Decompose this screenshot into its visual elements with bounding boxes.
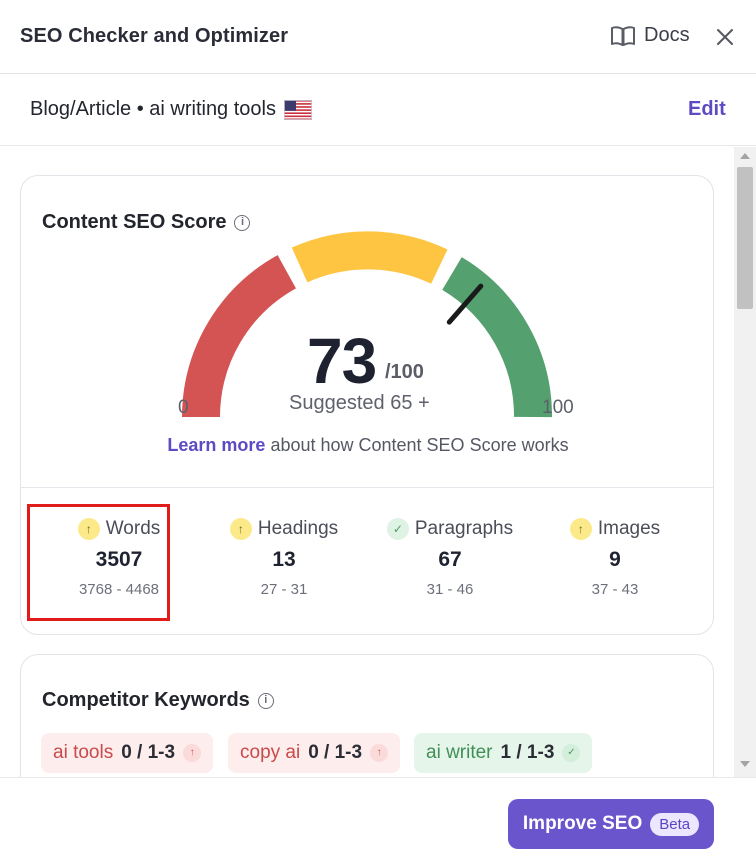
improve-seo-label: Improve SEO (522, 813, 643, 834)
keyword-chip[interactable]: copy ai 0 / 1-3 ↑ (228, 733, 401, 773)
panel-header: SEO Checker and Optimizer Docs (0, 0, 756, 74)
stat-words: ↑ Words 3507 3768 - 4468 (44, 518, 194, 598)
arrow-up-icon: ↑ (183, 744, 202, 762)
improve-seo-button[interactable]: Improve SEO Beta (508, 799, 714, 849)
content-score-card: Content SEO Score i 73 /100 Suggested 65… (20, 175, 714, 635)
stat-label: Images (597, 518, 661, 539)
learn-more-text: about how Content SEO Score works (265, 435, 569, 455)
stat-range: 37 - 43 (591, 581, 639, 598)
arrow-up-icon: ↑ (370, 744, 389, 762)
breadcrumb-text: Blog/Article • ai writing tools (30, 98, 276, 120)
suggested-score: Suggested 65 + (289, 392, 430, 414)
score-value: 73 (307, 325, 377, 397)
gauge-min-label: 0 (178, 397, 189, 418)
words-highlight-box (27, 504, 170, 621)
keyword-count: 0 / 1-3 (121, 742, 176, 763)
panel-title: SEO Checker and Optimizer (20, 25, 289, 47)
breadcrumb: Blog/Article • ai writing tools (30, 98, 312, 121)
content-scroll-area[interactable]: Content SEO Score i 73 /100 Suggested 65… (0, 147, 756, 777)
stat-label: Paragraphs (414, 518, 514, 539)
keyword-chip[interactable]: ai writer 1 / 1-3 ✓ (414, 733, 593, 773)
close-icon[interactable] (712, 24, 738, 50)
docs-link[interactable]: Docs (610, 24, 690, 47)
vertical-scrollbar[interactable] (734, 147, 756, 777)
keyword-count: 0 / 1-3 (308, 742, 363, 763)
keyword-count: 1 / 1-3 (500, 742, 555, 763)
arrow-up-icon: ↑ (229, 518, 252, 540)
stat-range: 27 - 31 (260, 581, 308, 598)
check-icon: ✓ (562, 744, 581, 762)
keyword-text: copy ai (240, 742, 301, 763)
panel-footer: Improve SEO Beta (0, 777, 756, 868)
us-flag-icon (284, 99, 312, 120)
stat-headings: ↑ Headings 13 27 - 31 (209, 518, 359, 598)
stat-value: 67 (438, 548, 462, 571)
learn-more-link[interactable]: Learn more (167, 435, 266, 455)
divider (21, 487, 713, 488)
stat-range: 3768 - 4468 (78, 581, 160, 598)
gauge-max-label: 100 (542, 397, 574, 418)
keyword-text: ai tools (53, 742, 114, 763)
docs-label: Docs (644, 24, 690, 46)
info-icon[interactable]: i (257, 692, 274, 709)
scroll-down-arrow-icon[interactable] (740, 761, 750, 767)
content-score-title-text: Content SEO Score (42, 211, 227, 233)
check-icon: ✓ (386, 518, 409, 540)
stat-label: Headings (257, 518, 339, 539)
edit-button[interactable]: Edit (688, 98, 726, 120)
gauge-segment-high (441, 257, 553, 418)
beta-badge: Beta (650, 812, 700, 836)
scroll-up-arrow-icon[interactable] (740, 153, 750, 159)
competitor-keywords-title: Competitor Keywords i (42, 689, 274, 712)
stat-value: 13 (272, 548, 296, 571)
content-score-title: Content SEO Score i (42, 211, 251, 234)
gauge-segment-mid (291, 231, 448, 284)
score-gauge (182, 231, 553, 418)
keyword-chip[interactable]: ai tools 0 / 1-3 ↑ (41, 733, 214, 773)
score-max: /100 (385, 361, 424, 383)
learn-more-line: Learn more about how Content SEO Score w… (21, 435, 715, 456)
gauge-segment-low (182, 255, 297, 418)
stat-label: Words (105, 518, 161, 539)
arrow-up-icon: ↑ (77, 518, 100, 540)
stat-paragraphs: ✓ Paragraphs 67 31 - 46 (375, 518, 525, 598)
book-icon (611, 25, 635, 46)
stat-value: 9 (609, 548, 621, 571)
context-bar: Blog/Article • ai writing tools Edit (0, 74, 756, 146)
scrollbar-thumb[interactable] (737, 167, 753, 309)
stat-range: 31 - 46 (426, 581, 474, 598)
stat-value: 3507 (95, 548, 143, 571)
gauge-needle (446, 283, 484, 325)
arrow-up-icon: ↑ (569, 518, 592, 540)
keyword-text: ai writer (426, 742, 493, 763)
stat-images: ↑ Images 9 37 - 43 (540, 518, 690, 598)
competitor-keywords-title-text: Competitor Keywords (42, 689, 250, 711)
info-icon[interactable]: i (234, 214, 251, 231)
